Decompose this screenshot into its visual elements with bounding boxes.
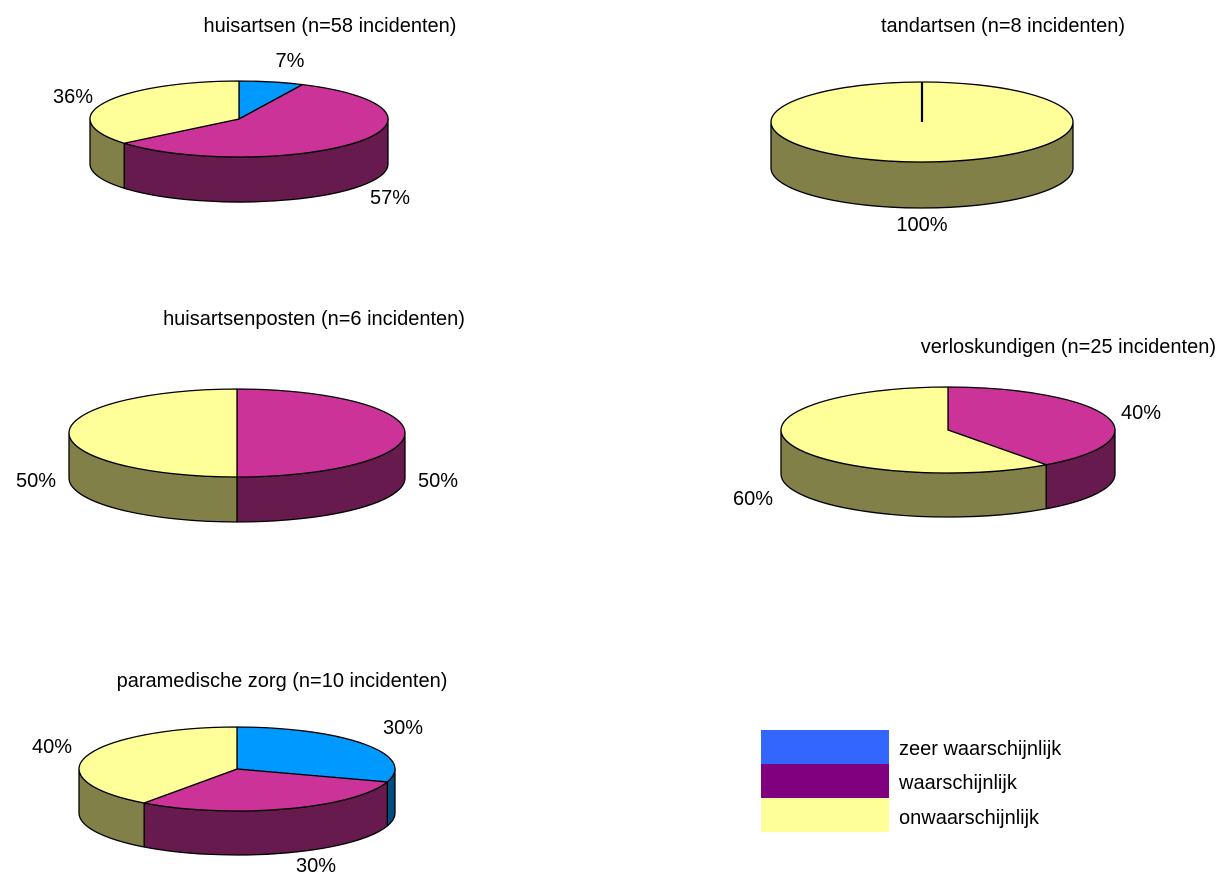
pie-slice-paramedische-zorg-onwaarschijnlijk <box>78 726 238 804</box>
chart-title-verloskundigen: verloskundigen (n=25 incidenten) <box>921 336 1216 358</box>
data-label-huisartsenposten-onwaarschijnlijk: 50% <box>16 470 56 492</box>
pie-slice-paramedische-zorg-waarschijnlijk <box>143 768 388 812</box>
chart-title-huisartsenposten: huisartsenposten (n=6 incidenten) <box>163 308 465 330</box>
chart-title-tandartsen: tandartsen (n=8 incidenten) <box>881 15 1125 37</box>
data-label-tandartsen-onwaarschijnlijk: 100% <box>896 214 947 236</box>
pie-slice-huisartsen-onwaarschijnlijk <box>89 80 240 144</box>
pie-slice-huisartsenposten-waarschijnlijk <box>236 388 406 478</box>
chart-title-huisartsen: huisartsen (n=58 incidenten) <box>204 15 457 37</box>
pie-slice-verloskundigen-onwaarschijnlijk <box>780 386 1047 474</box>
legend-swatch-onwaarschijnlijk <box>761 798 889 832</box>
data-label-huisartsen-zeer: 7% <box>276 50 305 72</box>
data-label-paramedische-waarschijnlijk: 30% <box>296 855 336 877</box>
data-label-paramedische-onwaarschijnlijk: 40% <box>32 736 72 758</box>
pie-chart-paramedische-zorg: paramedische zorg (n=10 incidenten) 30% … <box>32 670 447 877</box>
legend-label-onwaarschijnlijk: onwaarschijnlijk <box>899 807 1040 829</box>
pie-chart-verloskundigen: verloskundigen (n=25 incidenten) 40% 60% <box>733 336 1216 518</box>
pie-slice-huisartsenposten-onwaarschijnlijk <box>68 388 238 478</box>
data-label-paramedische-zeer: 30% <box>383 717 423 739</box>
chart-legend: zeer waarschijnlijk waarschijnlijk onwaa… <box>761 730 1062 832</box>
legend-label-zeer: zeer waarschijnlijk <box>899 738 1062 760</box>
data-label-huisartsen-onwaarschijnlijk: 36% <box>53 86 93 108</box>
data-label-huisartsenposten-waarschijnlijk: 50% <box>418 470 458 492</box>
pie-chart-tandartsen: tandartsen (n=8 incidenten) 100% <box>770 15 1125 236</box>
legend-swatch-waarschijnlijk <box>761 764 889 798</box>
pie-chart-huisartsenposten: huisartsenposten (n=6 incidenten) 50% 50… <box>16 308 465 523</box>
data-label-verloskundigen-onwaarschijnlijk: 60% <box>733 488 773 510</box>
legend-swatch-zeer <box>761 730 889 764</box>
data-label-huisartsen-waarschijnlijk: 57% <box>370 187 410 209</box>
chart-title-paramedische-zorg: paramedische zorg (n=10 incidenten) <box>117 670 448 692</box>
pie-slice-huisartsen-waarschijnlijk <box>123 83 389 158</box>
pie-slice-verloskundigen-waarschijnlijk <box>947 386 1116 466</box>
data-label-verloskundigen-waarschijnlijk: 40% <box>1121 402 1161 424</box>
pie-slice-paramedische-zorg-zeer <box>236 726 396 783</box>
legend-label-waarschijnlijk: waarschijnlijk <box>898 772 1018 794</box>
pie-chart-huisartsen: huisartsen (n=58 incidenten) 7% 57% 36% <box>53 15 456 209</box>
